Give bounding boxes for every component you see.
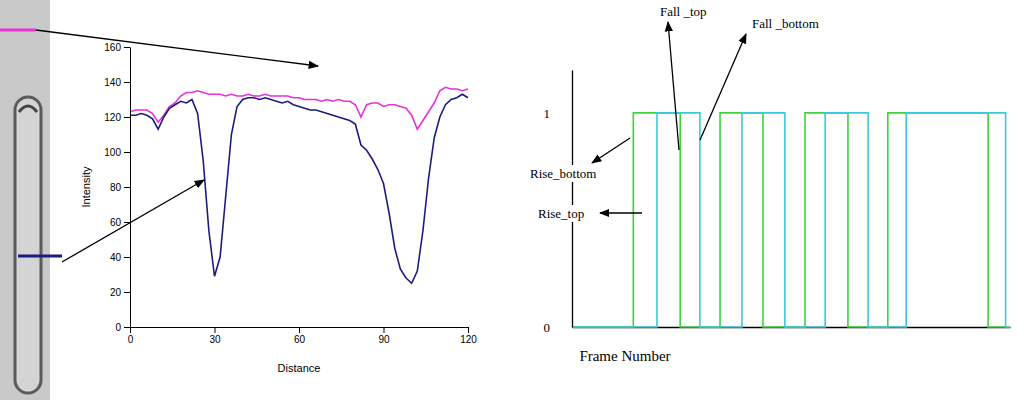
arrow <box>668 22 679 150</box>
plot-area <box>130 87 468 283</box>
tick-mark <box>130 327 131 333</box>
tick-mark <box>124 327 130 328</box>
tick: 120 <box>460 327 477 345</box>
tick-mark <box>124 257 130 258</box>
tube-image <box>0 0 62 400</box>
tick: 90 <box>378 327 390 345</box>
tick-mark <box>124 117 130 118</box>
profile-marker-bottom <box>18 255 62 258</box>
annotation-background <box>750 15 821 32</box>
tick-mark <box>468 327 469 333</box>
tick: 60 <box>294 327 306 345</box>
axis-line <box>572 71 573 328</box>
tick-mark <box>124 292 130 293</box>
annotation-text: Rise_bottom <box>530 166 596 181</box>
tick-label: 30 <box>209 334 221 345</box>
figure: 0 30 60 90 120 0 20 40 60 80 100 120 140 160 Distance I… <box>0 0 1032 400</box>
tick-mark <box>215 327 216 333</box>
series-line <box>572 113 1010 327</box>
tick-mark <box>124 187 130 188</box>
tick-label: 140 <box>104 77 121 88</box>
tick-label: 0 <box>128 334 134 345</box>
tick: 40 <box>110 252 130 263</box>
tick-label: 60 <box>110 217 122 228</box>
tick-label: 80 <box>110 182 122 193</box>
annotations: Fall _top Fall _bottom Rise_bottom Rise_top <box>528 3 821 222</box>
tick-label: 100 <box>104 147 121 158</box>
annotation-text: Rise_top <box>538 206 584 221</box>
tick-label: 120 <box>460 334 477 345</box>
tick-label: 0 <box>115 322 121 333</box>
tick: 80 <box>110 182 130 193</box>
tick-label: 40 <box>110 252 122 263</box>
arrow <box>600 212 642 213</box>
tick-mark <box>124 47 130 48</box>
arrow <box>592 138 630 163</box>
tube <box>15 97 41 393</box>
annotation-background <box>528 165 598 182</box>
arrow <box>62 180 204 262</box>
annotation-background <box>658 3 709 20</box>
annotation-background <box>536 205 586 222</box>
tick-mark <box>384 327 385 333</box>
tick: 140 <box>104 77 130 88</box>
x-axis-title: Frame Number <box>579 348 670 364</box>
tick-mark <box>124 152 130 153</box>
tick: 120 <box>104 112 130 123</box>
tick-label: 120 <box>104 112 121 123</box>
tick-label: 60 <box>294 334 306 345</box>
tick-label: 0 <box>544 320 551 335</box>
annotation-text: Fall _top <box>660 4 707 19</box>
tick: 1 <box>544 105 573 120</box>
tick-label: 160 <box>104 42 121 53</box>
tick: 0 <box>544 320 573 335</box>
plot-area <box>572 113 1010 327</box>
annotation-text: Fall _bottom <box>752 16 819 31</box>
arrow <box>700 34 746 140</box>
tick-mark <box>124 82 130 83</box>
tick-mark <box>299 327 300 333</box>
tick-label: 90 <box>378 334 390 345</box>
tick-label: 20 <box>110 287 122 298</box>
profile-marker-top <box>0 29 36 32</box>
tick: 20 <box>110 287 130 298</box>
annotation: Fall _bottom <box>750 15 821 32</box>
annotation: Fall _top <box>658 3 709 20</box>
series-line <box>130 87 468 129</box>
x-axis-title: Distance <box>278 362 321 374</box>
image-background <box>0 0 50 400</box>
tick: 160 <box>104 42 130 53</box>
axis-yticks: 01 <box>544 71 573 335</box>
frame-diagram: 01Frame Number <box>544 71 1011 365</box>
axis-xticks: 0 30 60 90 120 <box>128 327 478 345</box>
intensity-chart: 0 30 60 90 120 0 20 40 60 80 100 120 140 160 Distance I… <box>80 42 477 374</box>
axis-line <box>130 48 131 328</box>
y-axis-title: Intensity <box>80 166 92 207</box>
annotation: Rise_bottom <box>528 165 598 182</box>
axis-yticks: 0 20 40 60 80 100 120 140 160 <box>104 42 130 333</box>
figure-svg: 0 30 60 90 120 0 20 40 60 80 100 120 140 160 Distance I… <box>0 0 1032 400</box>
tick: 0 <box>115 322 130 333</box>
series-line <box>130 94 468 283</box>
tick: 60 <box>110 217 130 228</box>
tick-label: 1 <box>544 105 551 120</box>
tick: 0 <box>128 327 134 345</box>
annotation: Rise_top <box>536 205 586 222</box>
series-line <box>572 113 1010 327</box>
meniscus <box>19 106 37 112</box>
arrow <box>36 30 318 66</box>
tick: 30 <box>209 327 221 345</box>
tick: 100 <box>104 147 130 158</box>
